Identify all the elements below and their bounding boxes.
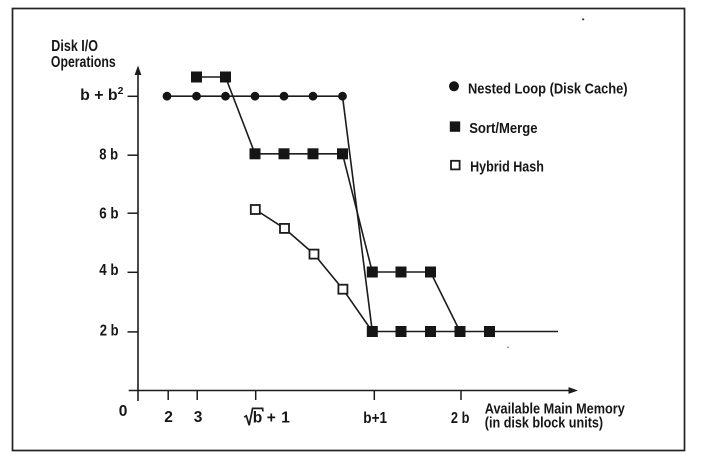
svg-text:2 b: 2 b: [100, 323, 119, 340]
svg-text:3: 3: [194, 409, 203, 426]
svg-text:b + b: b + b: [80, 87, 118, 104]
svg-text:1: 1: [281, 410, 290, 427]
svg-text:2 b: 2 b: [451, 410, 470, 427]
svg-text:Disk I/O: Disk I/O: [51, 38, 98, 55]
svg-text:4 b: 4 b: [99, 262, 118, 279]
svg-text:b+1: b+1: [363, 410, 387, 427]
svg-text:6 b: 6 b: [99, 205, 118, 222]
svg-text:8 b: 8 b: [99, 147, 118, 164]
svg-text:b: b: [253, 410, 262, 427]
svg-text:Sort/Merge: Sort/Merge: [469, 120, 537, 137]
svg-text:2: 2: [164, 409, 173, 426]
svg-text:Available Main Memory: Available Main Memory: [485, 401, 626, 418]
svg-text:2: 2: [118, 85, 124, 97]
svg-text:+: +: [267, 410, 276, 427]
svg-text:Hybrid Hash: Hybrid Hash: [470, 158, 544, 175]
svg-text:0: 0: [119, 403, 128, 420]
svg-text:Operations: Operations: [51, 54, 116, 71]
svg-text:Nested Loop (Disk Cache): Nested Loop (Disk Cache): [468, 80, 628, 97]
svg-text:(in disk block units): (in disk block units): [485, 415, 603, 432]
